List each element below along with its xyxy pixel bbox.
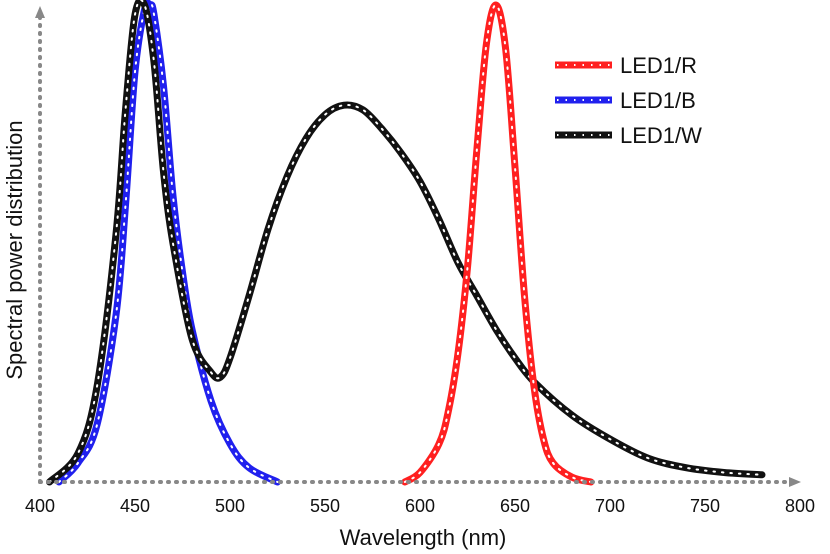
legend-label-led1-r: LED1/R [620,53,697,78]
x-tick-label: 500 [215,496,245,516]
x-tick-label: 550 [310,496,340,516]
y-axis-title: Spectral power distribution [2,120,27,379]
x-axis-title: Wavelength (nm) [340,525,507,550]
x-tick-label: 750 [690,496,720,516]
x-tick-label: 800 [785,496,815,516]
legend-label-led1-w: LED1/W [620,123,702,148]
x-tick-labels: 400 450 500 550 600 650 700 750 800 [25,496,815,516]
legend-label-led1-b: LED1/B [620,88,696,113]
series-pattern-led1-w [48,0,763,483]
x-tick-label: 650 [500,496,530,516]
series-layer [46,0,766,486]
x-tick-label: 450 [120,496,150,516]
x-tick-label: 400 [25,496,55,516]
series-pattern-led1-r [403,4,592,483]
series-pattern-led1-b [58,1,279,483]
x-tick-label: 600 [405,496,435,516]
x-tick-label: 700 [595,496,625,516]
legend: LED1/R LED1/B LED1/W [555,53,702,148]
series-led1-r [401,1,595,486]
series-led1-b [55,0,281,486]
